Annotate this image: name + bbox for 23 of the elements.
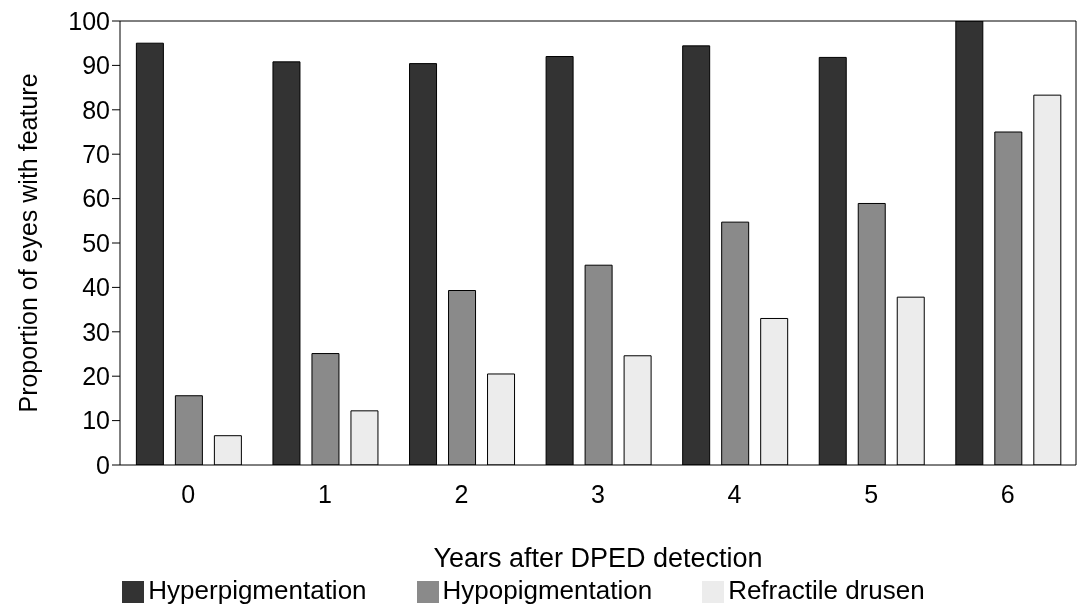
y-tick-label: 20 (82, 362, 110, 391)
y-tick-label: 30 (82, 317, 110, 346)
y-tick-label: 0 (96, 450, 110, 479)
x-axis-title: Years after DPED detection (433, 543, 763, 573)
y-axis-title: Proportion of eyes with feature (13, 73, 42, 413)
x-tick-label: 3 (591, 479, 605, 508)
x-tick-label: 6 (1000, 479, 1015, 508)
x-tick-label: 4 (727, 479, 742, 508)
y-tick-label: 60 (82, 184, 110, 213)
x-tick-label: 2 (454, 479, 469, 508)
x-tick-label: 5 (864, 479, 879, 508)
y-tick-label: 100 (68, 6, 110, 35)
y-tick-label: 80 (82, 95, 110, 124)
x-tick-label: 0 (181, 479, 196, 508)
y-tick-label: 40 (82, 273, 110, 302)
y-tick-label: 70 (82, 140, 110, 169)
x-tick-label: 1 (317, 479, 332, 508)
legend-label: Hyperpigmentation (148, 575, 367, 605)
legend-label: Hypopigmentation (442, 575, 653, 605)
y-tick-label: 50 (82, 228, 110, 257)
y-tick-label: 90 (82, 51, 110, 80)
y-tick-label: 10 (82, 406, 110, 435)
legend-label: Refractile drusen (728, 575, 925, 605)
